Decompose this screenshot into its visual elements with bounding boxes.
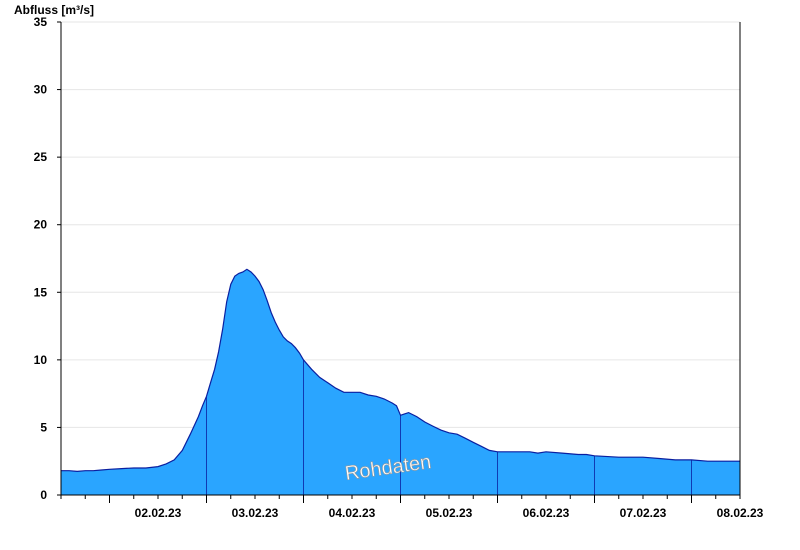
x-axis-ticks: 02.02.23 03.02.23 04.02.23 05.02.23 06.02.23… — [60, 495, 764, 520]
x-tick-label: 07.02.23 — [620, 506, 667, 520]
y-tick-label: 25 — [34, 150, 48, 164]
y-tick-label: 0 — [40, 488, 47, 502]
x-tick-label: 03.02.23 — [232, 506, 279, 520]
x-tick-label: 08.02.23 — [717, 506, 764, 520]
x-tick-label: 06.02.23 — [523, 506, 570, 520]
y-tick-label: 20 — [34, 218, 48, 232]
x-tick-label: 05.02.23 — [426, 506, 473, 520]
discharge-area — [61, 269, 740, 495]
y-tick-label: 10 — [34, 353, 48, 367]
y-tick-label: 15 — [34, 285, 48, 299]
discharge-line — [61, 268, 740, 473]
y-tick-label: 5 — [40, 420, 47, 434]
y-axis-label: Abfluss [m³/s] — [14, 3, 94, 17]
x-tick-label: 02.02.23 — [135, 506, 182, 520]
y-axis-ticks: 0 5 10 15 20 25 30 35 — [34, 15, 61, 502]
x-tick-label: 04.02.23 — [329, 506, 376, 520]
day-divider-lines — [206, 359, 692, 495]
y-tick-label: 30 — [34, 83, 48, 97]
y-tick-label: 35 — [34, 15, 48, 29]
grid-lines — [61, 21, 740, 428]
